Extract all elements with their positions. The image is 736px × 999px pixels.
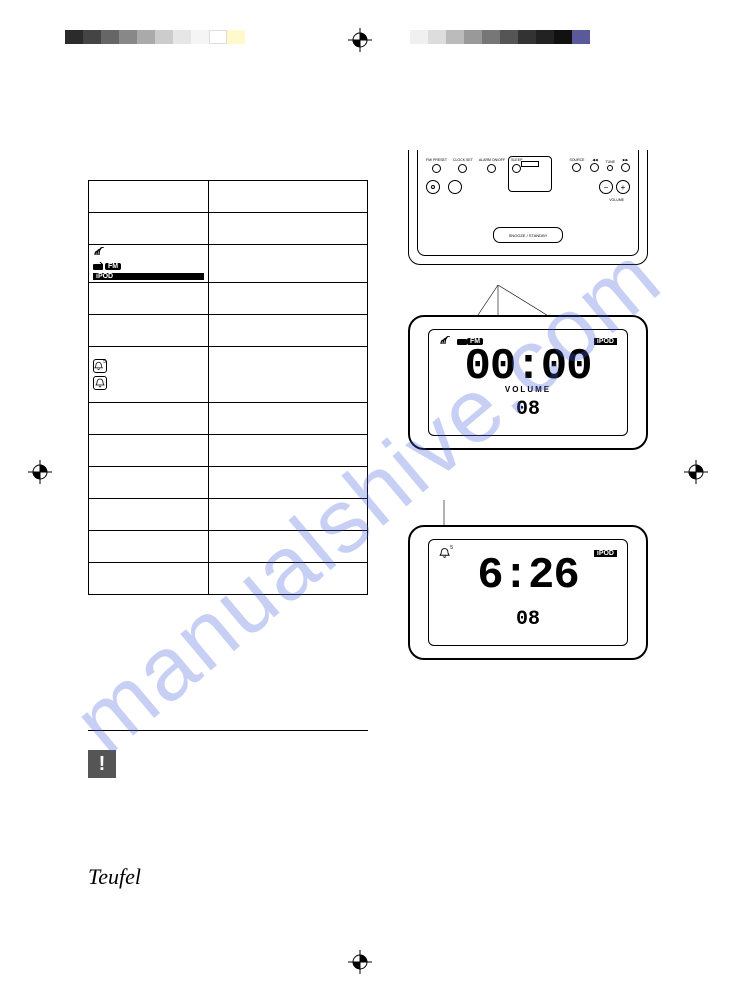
lcd1-sub: 08 bbox=[516, 398, 540, 421]
clock-button[interactable] bbox=[458, 164, 467, 173]
button-group-right: SOURCE ◀◀ TUNE ▶▶ bbox=[569, 158, 630, 172]
table-row bbox=[89, 315, 368, 347]
table-row bbox=[89, 213, 368, 245]
snooze-button[interactable]: SNOOZE / STANDBY bbox=[493, 227, 563, 243]
registration-mark-top bbox=[348, 28, 372, 52]
bell-icon bbox=[93, 376, 107, 390]
radio-icon bbox=[93, 262, 103, 270]
bell-5-icon: 5 bbox=[439, 546, 453, 560]
source-label: SOURCE bbox=[569, 158, 584, 162]
wave-icon bbox=[439, 336, 453, 346]
btn-label-preset: FM/ PRESET bbox=[426, 158, 447, 162]
next-button[interactable] bbox=[621, 163, 630, 172]
volume-label: VOLUME bbox=[609, 198, 624, 202]
table-row: FM iPOD bbox=[89, 245, 368, 283]
registration-mark-right bbox=[684, 460, 708, 484]
radio-icon bbox=[457, 337, 467, 345]
table-row bbox=[89, 283, 368, 315]
fm-icon: FM bbox=[467, 338, 483, 345]
table-row bbox=[89, 563, 368, 595]
preset-button[interactable] bbox=[432, 164, 441, 173]
registration-mark-bottom bbox=[348, 950, 372, 974]
registration-mark-left bbox=[28, 460, 52, 484]
lcd-display-1: FM iPOD 00:00 VOLUME 08 bbox=[408, 315, 648, 450]
btn-label-clock: CLOCK SET bbox=[453, 158, 473, 162]
device-panel: FM/ PRESET CLOCK SET ALARM ON/OFF SLEEP … bbox=[408, 150, 648, 265]
divider-line bbox=[88, 730, 368, 731]
mode-button[interactable] bbox=[448, 180, 462, 194]
lcd2-time: 6:26 bbox=[477, 554, 579, 598]
prev-button[interactable] bbox=[590, 163, 599, 172]
prev-label: ◀◀ bbox=[592, 158, 597, 162]
brand-logo: Teufel bbox=[88, 864, 141, 890]
table-row bbox=[89, 499, 368, 531]
lcd1-volume-label: VOLUME bbox=[505, 385, 551, 394]
ipod-icon: iPOD bbox=[93, 273, 204, 280]
btn-label-alarm: ALARM ON/OFF bbox=[479, 158, 505, 162]
power-button[interactable] bbox=[426, 180, 440, 194]
info-table: FM iPOD 5 bbox=[88, 180, 368, 595]
vol-down-button[interactable]: − bbox=[599, 180, 613, 194]
wave-icon bbox=[93, 247, 204, 259]
alarm-button[interactable] bbox=[487, 164, 496, 173]
lcd1-time: 00:00 bbox=[464, 345, 591, 389]
bell-5-icon: 5 bbox=[93, 359, 107, 373]
colorbar-left bbox=[65, 30, 245, 44]
page-content: FM/ PRESET CLOCK SET ALARM ON/OFF SLEEP … bbox=[88, 150, 648, 890]
vol-up-button[interactable]: + bbox=[616, 180, 630, 194]
next-label: ▶▶ bbox=[623, 158, 628, 162]
ipod-icon: iPOD bbox=[594, 338, 617, 345]
caution-icon: ! bbox=[88, 750, 116, 778]
dock-connector[interactable] bbox=[508, 156, 552, 192]
tune-label: TUNE bbox=[605, 160, 615, 164]
table-row bbox=[89, 531, 368, 563]
table-row: 5 bbox=[89, 347, 368, 403]
ipod-icon: iPOD bbox=[594, 550, 617, 557]
table-row bbox=[89, 403, 368, 435]
source-button[interactable] bbox=[572, 163, 581, 172]
colorbar-right bbox=[410, 30, 590, 44]
lcd2-sub: 08 bbox=[516, 608, 540, 631]
tune-button[interactable] bbox=[607, 165, 613, 171]
table-row bbox=[89, 181, 368, 213]
table-row bbox=[89, 467, 368, 499]
table-row bbox=[89, 435, 368, 467]
lcd-display-2: 5 iPOD 6:26 08 bbox=[408, 525, 648, 660]
fm-icon: FM bbox=[105, 263, 121, 270]
